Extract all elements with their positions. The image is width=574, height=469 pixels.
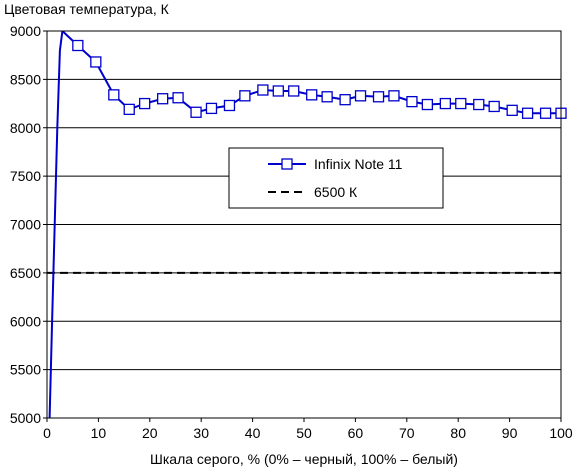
x-axis-ticks: 0 10 20 30 40 50 60 70 80 90 100	[43, 418, 573, 441]
y-tick-label: 7500	[10, 168, 41, 184]
x-tick-label: 0	[43, 425, 51, 441]
data-point	[72, 39, 84, 52]
x-tick-label: 20	[142, 425, 158, 441]
data-point	[90, 56, 102, 68]
data-point	[539, 107, 552, 119]
data-point	[223, 99, 236, 112]
data-point	[421, 98, 434, 111]
data-point	[108, 89, 120, 101]
x-tick-label: 30	[193, 425, 209, 441]
data-point	[339, 94, 351, 106]
data-point	[354, 90, 367, 102]
y-tick-label: 8000	[10, 120, 41, 136]
data-point	[190, 106, 202, 118]
data-point	[288, 85, 300, 97]
legend-marker-infinix	[281, 158, 293, 170]
plot-area	[47, 31, 567, 418]
legend-box	[228, 147, 444, 209]
x-tick-label: 80	[450, 425, 466, 441]
data-point	[156, 93, 169, 105]
x-tick-label: 40	[245, 425, 261, 441]
x-tick-label: 60	[348, 425, 364, 441]
y-tick-label: 5000	[10, 410, 41, 426]
data-point	[239, 90, 251, 102]
y-tick-label: 6000	[10, 313, 41, 329]
grid-lines	[47, 30, 561, 419]
data-point	[272, 85, 284, 97]
y-tick-label: 8500	[10, 71, 41, 87]
x-tick-label: 100	[549, 425, 573, 441]
data-point	[123, 103, 135, 116]
data-point	[205, 102, 218, 115]
data-point	[521, 107, 534, 119]
x-tick-label: 90	[502, 425, 518, 441]
data-point	[257, 84, 269, 96]
data-point	[321, 91, 333, 103]
data-point	[473, 98, 485, 111]
legend-label-infinix: Infinix Note 11	[314, 156, 403, 172]
data-point	[455, 97, 467, 110]
y-tick-label: 7000	[10, 217, 41, 233]
x-tick-label: 50	[296, 425, 312, 441]
data-point	[139, 97, 151, 110]
data-point	[372, 91, 385, 103]
x-tick-label: 70	[399, 425, 415, 441]
x-tick-label: 10	[91, 425, 107, 441]
data-point	[172, 92, 184, 104]
legend-label-6500k: 6500 К	[314, 184, 358, 200]
data-point	[506, 104, 518, 116]
y-tick-label: 9000	[10, 23, 41, 39]
y-tick-label: 5500	[10, 362, 41, 378]
y-tick-label: 6500	[10, 265, 41, 281]
legend: Infinix Note 11 6500 К	[228, 147, 444, 209]
data-point	[406, 95, 418, 108]
data-point	[488, 100, 500, 113]
data-point	[306, 89, 318, 101]
data-point	[439, 97, 452, 110]
chart-title: Цветовая температура, К	[4, 1, 170, 17]
data-point	[388, 90, 400, 102]
x-axis-label: Шкала серого, % (0% – черный, 100% – бел…	[150, 451, 458, 467]
y-axis-ticks: 5000 5500 6000 6500 7000 7500 8000 8500 9000	[10, 23, 47, 426]
